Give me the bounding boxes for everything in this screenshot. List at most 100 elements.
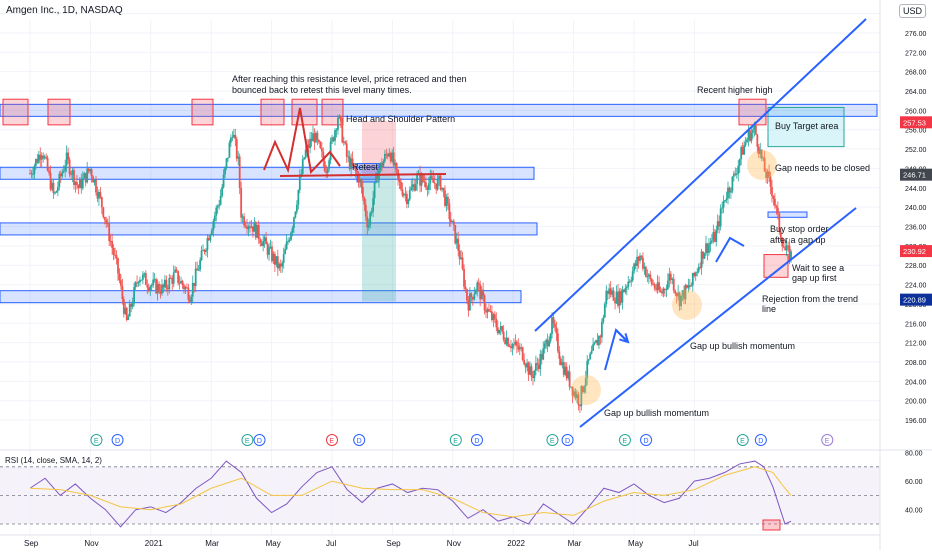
rsi-line [29,460,792,528]
candle-body [524,364,527,368]
candle-body [216,206,219,208]
candle-body [486,309,489,313]
candle-body [463,268,465,287]
candle-body [693,272,696,276]
neckline [279,173,447,177]
candle-body [426,187,429,190]
candle-body [78,179,81,189]
candle-body [74,181,77,186]
candle-body [219,196,222,205]
candle-body [260,243,263,246]
price-tick-label: 252.00 [905,147,927,154]
candle-body [359,178,361,183]
candle-body [502,331,505,340]
candle-body [407,199,410,205]
candle-body [140,279,143,281]
candle-body [29,173,31,175]
candle-body [51,182,53,190]
candle-body [674,290,677,294]
candle-body [532,376,534,379]
candle-body [408,190,411,200]
candle-body [294,211,297,218]
candle-body [671,278,674,280]
candle-body [708,244,710,253]
candle-body [653,284,656,289]
candle-body [298,176,301,191]
candle-body [373,182,376,199]
candle-body [627,281,630,287]
candle-body [469,293,471,311]
candle-body [164,279,166,288]
candle-body [109,240,112,242]
candle-body [120,280,122,286]
candle-body [587,359,590,361]
candle-body [776,207,779,214]
candle-body [162,284,165,288]
candle-body [40,155,43,160]
candle-body [199,260,201,270]
candle-body [187,287,190,300]
candle-body [139,279,141,283]
candle-body [334,130,336,141]
candle-body [507,337,509,347]
candle-body [489,311,492,313]
event-label: E [94,438,99,445]
candle-body [250,226,253,228]
candle-body [721,207,724,209]
candle-body [542,348,545,360]
candle-body [87,168,90,172]
candle-body [523,360,526,365]
candle-body [43,156,46,159]
candle-body [743,145,746,155]
candle-body [666,280,669,290]
candle-body [310,138,313,142]
annotation-text: Recent higher high [697,85,773,95]
price-tag [900,116,932,129]
candle-body [30,173,33,175]
candle-body [206,238,209,251]
candle-body [608,288,611,294]
candle-body [196,268,199,271]
candle-body [307,144,310,149]
candle-body [470,293,473,298]
annotation-text: gap up first [792,273,837,283]
candle-body [61,172,64,177]
annotation-text: bounced back to retest this level many t… [232,85,412,95]
candle-body [59,173,62,177]
candle-body [48,170,50,173]
candle-body [253,222,256,232]
candle-body [153,279,156,281]
candle-body [96,192,99,199]
candle-body [457,238,460,251]
candle-body [637,256,640,261]
event-marker [470,434,483,446]
candle-body [485,310,487,313]
candle-body [317,140,320,143]
candle-body [491,311,493,321]
annotation-text: Gap up bullish momentum [604,408,709,418]
time-tick-label: 2022 [507,539,525,548]
candle-body [122,299,125,314]
candle-body [656,282,659,290]
candle-body [125,307,128,321]
candle-body [508,346,511,348]
event-marker [449,434,462,446]
candle-body [303,157,306,160]
candle-body [559,358,562,366]
candle-body [589,353,592,360]
currency-badge[interactable]: USD [898,4,926,18]
momentum-arrow-1b-head [619,333,630,344]
candle-body [621,289,624,303]
candle-body [357,173,360,183]
candle-body [209,234,212,241]
candle-body [496,327,499,334]
candle-body [435,183,438,190]
candle-body [781,238,784,247]
event-marker [736,434,749,446]
candle-body [328,160,331,169]
price-tick-label: 272.00 [905,50,927,57]
head-shoulder-pattern [263,107,341,175]
candle-body [680,295,682,307]
candle-body [360,178,363,187]
